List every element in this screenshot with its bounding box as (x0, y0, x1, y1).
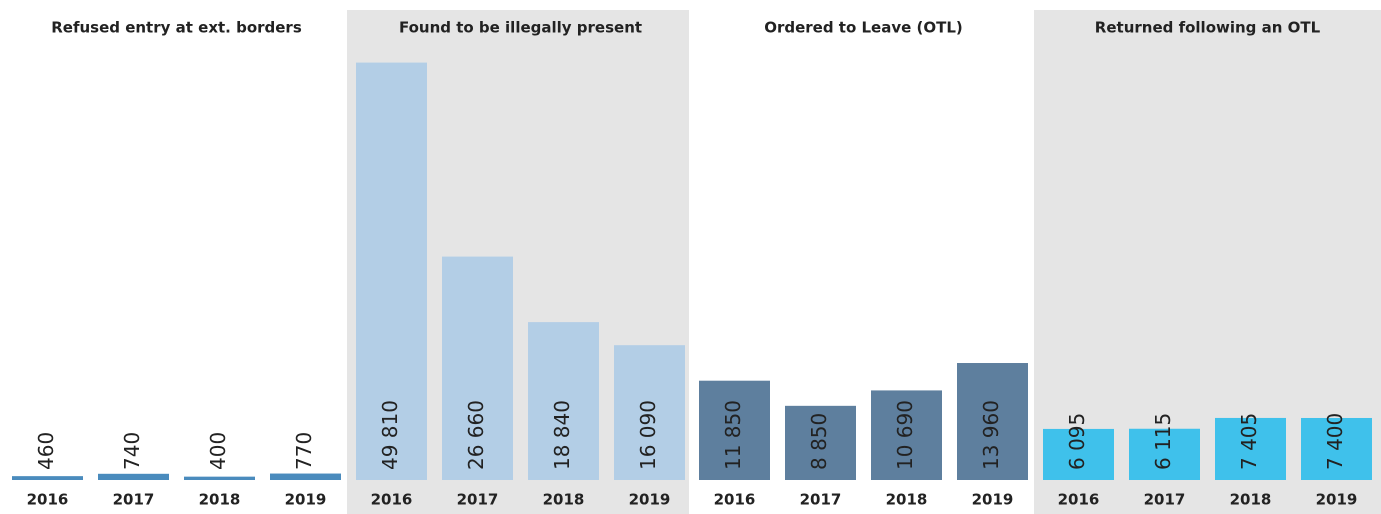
bar (614, 345, 685, 480)
x-tick-label: 2017 (1144, 491, 1186, 509)
bar (1129, 428, 1200, 480)
bar (957, 363, 1028, 480)
x-tick-label: 2018 (199, 491, 241, 509)
value-label: 8 850 (807, 413, 831, 470)
value-label: 7 405 (1237, 413, 1261, 470)
value-label: 10 690 (893, 400, 917, 470)
value-label: 16 090 (636, 400, 660, 470)
x-tick-label: 2019 (972, 491, 1014, 509)
value-label: 11 850 (721, 400, 745, 470)
panel-title: Returned following an OTL (1095, 19, 1321, 37)
value-label: 49 810 (378, 400, 402, 470)
x-tick-label: 2016 (714, 491, 756, 509)
x-tick-label: 2016 (371, 491, 413, 509)
value-label: 400 (206, 432, 230, 470)
value-label: 26 660 (464, 400, 488, 470)
x-tick-label: 2018 (1230, 491, 1272, 509)
panel-title: Found to be illegally present (399, 19, 642, 37)
x-tick-label: 2017 (457, 491, 499, 509)
x-tick-label: 2017 (800, 491, 842, 509)
bar (356, 62, 427, 481)
bar (442, 256, 513, 480)
value-label: 18 840 (550, 400, 574, 470)
bar (699, 380, 770, 480)
x-tick-label: 2017 (113, 491, 155, 509)
value-label: 13 960 (979, 400, 1003, 470)
x-tick-label: 2019 (629, 491, 671, 509)
x-tick-label: 2019 (285, 491, 327, 509)
bar (871, 390, 942, 480)
bar (528, 322, 599, 480)
bar (184, 476, 255, 480)
panel-title: Ordered to Leave (OTL) (764, 19, 963, 37)
bar (1043, 428, 1114, 480)
bar (785, 405, 856, 480)
bar (1215, 417, 1286, 480)
bar (1301, 417, 1372, 480)
value-label: 740 (120, 432, 144, 470)
value-label: 6 095 (1065, 413, 1089, 470)
value-label: 6 115 (1151, 413, 1175, 470)
x-tick-label: 2018 (543, 491, 585, 509)
x-tick-label: 2016 (27, 491, 69, 509)
value-label: 770 (292, 432, 316, 470)
x-tick-label: 2019 (1316, 491, 1358, 509)
value-label: 460 (34, 432, 58, 470)
bar (270, 473, 341, 480)
value-label: 7 400 (1323, 413, 1347, 470)
x-tick-label: 2018 (886, 491, 928, 509)
bar (12, 476, 83, 480)
bar (98, 473, 169, 480)
panel-title: Refused entry at ext. borders (51, 19, 302, 37)
x-tick-label: 2016 (1058, 491, 1100, 509)
